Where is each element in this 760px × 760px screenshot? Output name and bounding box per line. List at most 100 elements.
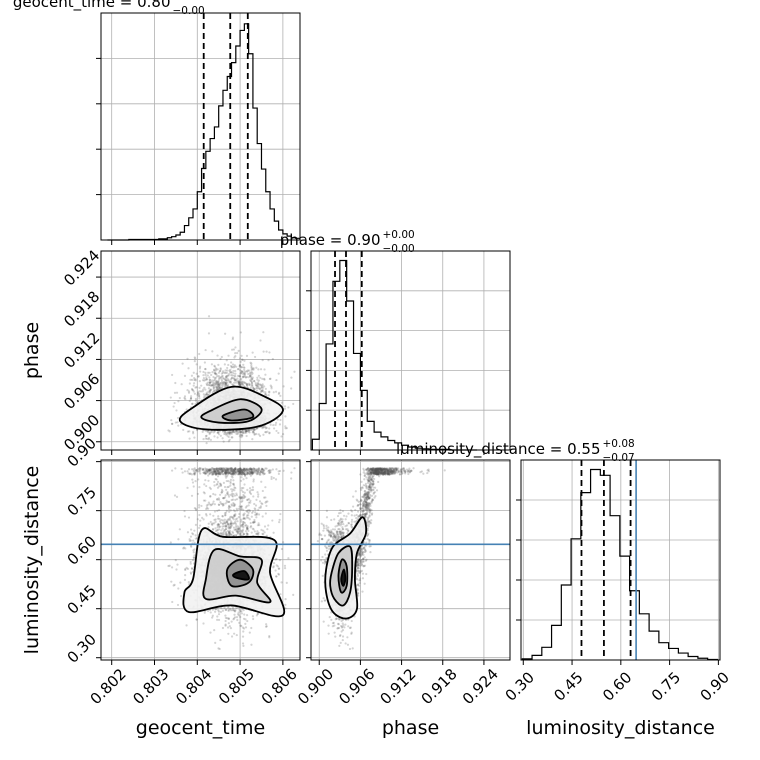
sample-point bbox=[264, 425, 267, 429]
sample-point bbox=[233, 379, 237, 382]
sample-point bbox=[262, 433, 265, 436]
sample-point bbox=[250, 473, 254, 476]
sample-point bbox=[250, 626, 253, 630]
sample-point bbox=[292, 593, 295, 596]
sample-point bbox=[235, 494, 238, 497]
sample-point bbox=[230, 467, 233, 470]
sample-point bbox=[221, 437, 224, 440]
sample-point bbox=[240, 380, 243, 383]
sample-point bbox=[224, 528, 227, 531]
sample-point bbox=[220, 470, 224, 473]
sample-point bbox=[284, 603, 287, 606]
sample-point bbox=[223, 496, 227, 499]
sample-point bbox=[269, 377, 272, 380]
sample-point bbox=[242, 372, 246, 375]
sample-point bbox=[247, 472, 250, 476]
sample-point bbox=[245, 429, 248, 433]
sample-point bbox=[238, 608, 241, 611]
sample-point bbox=[241, 470, 244, 474]
sample-point bbox=[208, 371, 211, 374]
sample-point bbox=[252, 510, 255, 513]
panel-title-main: luminosity_distance = 0.55 bbox=[396, 440, 600, 459]
sample-point bbox=[187, 390, 191, 393]
sample-point bbox=[202, 370, 205, 374]
sample-point bbox=[220, 491, 223, 494]
sample-point bbox=[218, 387, 221, 391]
sample-point bbox=[192, 549, 195, 552]
sample-point bbox=[193, 392, 196, 395]
sample-point bbox=[199, 370, 202, 373]
sample-point bbox=[229, 381, 232, 384]
sample-point bbox=[242, 470, 245, 473]
sample-point bbox=[262, 473, 265, 476]
panel-title-phase: phase = 0.90 +0.00−0.00 bbox=[280, 229, 415, 255]
sample-point bbox=[255, 473, 259, 476]
sample-point bbox=[233, 468, 237, 471]
sample-point bbox=[230, 475, 233, 478]
sample-point bbox=[221, 376, 225, 380]
sample-point bbox=[233, 468, 236, 471]
sample-point bbox=[208, 468, 211, 471]
sample-point bbox=[206, 469, 209, 472]
sample-point bbox=[205, 382, 208, 385]
sample-point bbox=[268, 377, 271, 381]
sample-point bbox=[232, 472, 235, 475]
sample-point bbox=[178, 528, 181, 531]
sample-point bbox=[238, 381, 241, 384]
sample-point bbox=[231, 495, 234, 498]
sample-point bbox=[182, 428, 185, 432]
sample-point bbox=[193, 548, 196, 551]
sample-point bbox=[226, 467, 229, 470]
sample-point bbox=[207, 436, 211, 440]
sample-point bbox=[254, 427, 257, 431]
sample-point bbox=[244, 430, 248, 433]
sample-point bbox=[259, 470, 263, 473]
sample-point bbox=[232, 376, 235, 380]
sample-point bbox=[257, 468, 260, 471]
sample-point bbox=[204, 367, 207, 371]
sample-point bbox=[242, 478, 245, 481]
sample-point bbox=[225, 532, 228, 536]
sample-point bbox=[212, 388, 215, 391]
sample-point bbox=[209, 504, 212, 507]
sample-point bbox=[233, 374, 236, 377]
sample-point bbox=[235, 430, 239, 433]
sample-point bbox=[220, 383, 223, 386]
sample-point bbox=[201, 390, 204, 393]
sample-point bbox=[229, 432, 232, 435]
sample-point bbox=[253, 432, 256, 435]
sample-point bbox=[275, 468, 278, 471]
sample-point bbox=[236, 509, 239, 512]
sample-point bbox=[216, 431, 220, 434]
sample-point bbox=[216, 388, 219, 391]
sample-point bbox=[250, 428, 253, 431]
sample-point bbox=[210, 380, 213, 383]
sample-point bbox=[271, 468, 274, 471]
sample-point bbox=[239, 472, 243, 476]
sample-point bbox=[240, 470, 243, 473]
sample-point bbox=[253, 388, 256, 391]
sample-point bbox=[278, 367, 282, 370]
sample-point bbox=[229, 364, 233, 368]
sample-point bbox=[239, 357, 242, 360]
sample-point bbox=[238, 435, 241, 438]
sample-point bbox=[242, 526, 245, 529]
sample-point bbox=[216, 383, 219, 386]
sample-point bbox=[248, 428, 251, 431]
sample-point bbox=[195, 429, 199, 432]
sample-point bbox=[200, 384, 203, 387]
sample-point bbox=[208, 431, 211, 434]
sample-point bbox=[255, 532, 258, 535]
sample-point bbox=[221, 472, 225, 476]
sample-point bbox=[217, 383, 220, 386]
sample-point bbox=[223, 381, 227, 384]
panel-title-minus: −0.07 bbox=[603, 452, 635, 464]
sample-point bbox=[258, 506, 261, 509]
sample-point bbox=[221, 374, 224, 378]
sample-point bbox=[238, 365, 241, 368]
sample-point bbox=[240, 431, 243, 434]
sample-point bbox=[283, 405, 287, 408]
sample-point bbox=[213, 629, 216, 632]
sample-point bbox=[253, 502, 256, 506]
sample-point bbox=[265, 625, 268, 628]
